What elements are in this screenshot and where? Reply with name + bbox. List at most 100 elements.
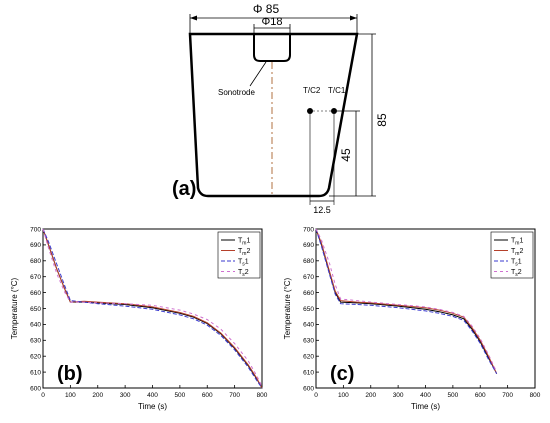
- panel-label: (b): [57, 363, 83, 385]
- sonotrode-shape: [253, 34, 291, 62]
- legend-label-main: T: [238, 238, 243, 245]
- x-tick-label: 0: [314, 392, 318, 399]
- legend-label-tail: 1: [245, 259, 249, 266]
- legend-label-sub: m: [242, 241, 246, 247]
- schematic-a: Φ 85 Φ18 Sonotrode T/C2 T/C1 85 45 12.5 …: [172, 2, 389, 215]
- legend-label: Tm1: [238, 238, 250, 247]
- y-tick-label: 600: [30, 385, 41, 392]
- legend-label-sub: s: [242, 272, 245, 278]
- series-line-ts1: [42, 228, 263, 389]
- x-tick-label: 700: [502, 392, 513, 399]
- y-axis-label: Temperature (°C): [10, 277, 19, 339]
- legend-label-sub: m: [242, 251, 246, 257]
- dim-sonotrode-diameter: Φ18: [261, 16, 282, 28]
- x-axis-label: Time (s): [138, 402, 167, 411]
- sonotrode-leader: [249, 61, 267, 87]
- panel-label-a: (a): [172, 178, 196, 200]
- legend-label-tail: 2: [245, 269, 249, 276]
- x-tick-label: 500: [174, 392, 185, 399]
- x-tick-label: 200: [92, 392, 103, 399]
- legend-label: Ts1: [238, 259, 249, 268]
- y-tick-label: 690: [30, 242, 41, 249]
- legend-label: Ts2: [238, 269, 249, 278]
- tc2-label: T/C2: [303, 86, 321, 95]
- x-tick-label: 800: [530, 392, 541, 399]
- legend-label: Tm2: [238, 248, 250, 257]
- x-axis-label: Time (s): [411, 402, 440, 411]
- series-line-ts2: [315, 228, 498, 373]
- legend-label: Ts2: [511, 269, 522, 278]
- y-tick-label: 610: [30, 369, 41, 376]
- chart-b: 0 100 200 300 400 500 600 700 800 600 610 620 630 640…: [10, 226, 268, 411]
- legend-label-tail: 2: [246, 248, 250, 255]
- legend-label-main: T: [238, 259, 243, 266]
- y-tick-label: 640: [30, 322, 41, 329]
- dim-top-diameter: Φ 85: [253, 2, 280, 16]
- dim-tc-height: 45: [339, 148, 353, 162]
- legend-label-sub: s: [515, 262, 518, 268]
- y-tick-label: 700: [30, 226, 41, 233]
- arrow-right-icon: [350, 15, 357, 21]
- sonotrode-label: Sonotrode: [218, 88, 255, 97]
- legend-label-sub: s: [242, 262, 245, 268]
- tc1-label: T/C1: [328, 86, 346, 95]
- x-tick-label: 400: [147, 392, 158, 399]
- dim-height-total: 85: [375, 113, 389, 127]
- arrow-left-icon: [190, 15, 197, 21]
- series-line-tm2: [42, 228, 263, 389]
- y-tick-label: 690: [303, 242, 314, 249]
- legend-label-main: T: [511, 269, 516, 276]
- legend-label: Ts1: [511, 259, 522, 268]
- chart-c: 0 100 200 300 400 500 600 700 800 600 610 620 630 640…: [283, 226, 541, 411]
- y-tick-label: 680: [30, 258, 41, 265]
- y-tick-label: 650: [30, 306, 41, 313]
- legend-label-tail: 1: [518, 259, 522, 266]
- legend-label-sub: s: [515, 272, 518, 278]
- y-tick-label: 700: [303, 226, 314, 233]
- tc2-marker: [307, 108, 313, 114]
- y-axis-label: Temperature (°C): [283, 277, 292, 339]
- legend-label-main: T: [511, 238, 516, 245]
- legend-label-main: T: [238, 248, 243, 255]
- legend-label: Tm2: [511, 248, 523, 257]
- x-tick-label: 800: [257, 392, 268, 399]
- legend-label-tail: 1: [519, 238, 523, 245]
- x-tick-label: 300: [393, 392, 404, 399]
- x-tick-label: 100: [65, 392, 76, 399]
- y-tick-label: 640: [303, 322, 314, 329]
- y-tick-label: 600: [303, 385, 314, 392]
- y-tick-label: 680: [303, 258, 314, 265]
- x-tick-label: 500: [447, 392, 458, 399]
- panel-label: (c): [330, 363, 354, 385]
- y-tick-label: 620: [30, 354, 41, 361]
- x-tick-label: 300: [120, 392, 131, 399]
- y-tick-label: 620: [303, 354, 314, 361]
- y-tick-label: 630: [303, 338, 314, 345]
- legend-label-main: T: [511, 248, 516, 255]
- legend-label-main: T: [511, 259, 516, 266]
- x-tick-label: 600: [475, 392, 486, 399]
- x-tick-label: 700: [229, 392, 240, 399]
- x-tick-label: 0: [41, 392, 45, 399]
- y-tick-label: 660: [303, 290, 314, 297]
- series-line-ts2: [42, 228, 263, 387]
- legend-label-tail: 2: [518, 269, 522, 276]
- x-tick-label: 400: [420, 392, 431, 399]
- legend-label-sub: m: [515, 241, 519, 247]
- legend-label-main: T: [238, 269, 243, 276]
- x-tick-label: 600: [202, 392, 213, 399]
- y-tick-label: 660: [30, 290, 41, 297]
- legend-label-sub: m: [515, 251, 519, 257]
- y-tick-label: 610: [303, 369, 314, 376]
- legend-label: Tm1: [511, 238, 523, 247]
- y-tick-label: 630: [30, 338, 41, 345]
- crucible-outline: [188, 32, 359, 198]
- tc1-marker: [331, 108, 337, 114]
- legend-label-tail: 1: [246, 238, 250, 245]
- x-tick-label: 100: [338, 392, 349, 399]
- y-tick-label: 670: [30, 274, 41, 281]
- series-line-tm2: [315, 228, 498, 374]
- dim-tc-offset: 12.5: [313, 205, 331, 215]
- series-line-ts1: [315, 228, 498, 374]
